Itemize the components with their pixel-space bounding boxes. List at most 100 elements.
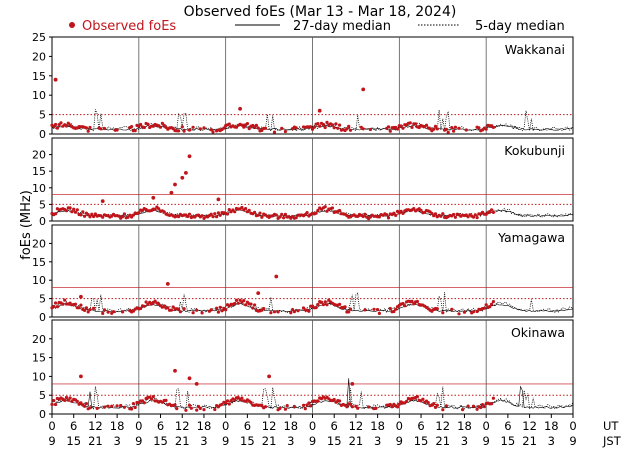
y-tick-label: 15 — [32, 352, 46, 365]
observed-point — [392, 211, 396, 215]
panel-yamagawa: 0 5 10 15 20 Yamagawa — [32, 224, 574, 324]
observed-point — [119, 403, 123, 408]
observed-point — [395, 127, 400, 131]
ut-tick-label: 0 — [569, 419, 576, 433]
observed-point — [162, 304, 166, 308]
observed-point — [325, 209, 329, 213]
observed-point — [209, 212, 213, 216]
observed-point — [151, 195, 156, 200]
observed-point — [338, 208, 342, 213]
observed-point — [471, 310, 476, 314]
observed-point — [301, 403, 306, 407]
observed-point — [79, 374, 83, 379]
observed-point — [240, 205, 244, 210]
legend: Observed foEs 27-day median 5-day median — [69, 19, 565, 34]
jst-tick-label: 9 — [396, 434, 403, 448]
jst-tick-label: 3 — [374, 434, 381, 448]
observed-point — [189, 406, 193, 410]
station-label: Yamagawa — [497, 230, 565, 245]
y-tick-label: 10 — [32, 89, 46, 102]
observed-point — [439, 214, 443, 218]
observed-point — [117, 214, 121, 218]
observed-point — [462, 310, 467, 314]
observed-point — [283, 212, 287, 216]
observed-point — [149, 397, 154, 401]
observed-point — [446, 130, 450, 134]
observed-point — [491, 210, 495, 214]
observed-point — [218, 305, 222, 309]
observed-point — [202, 408, 206, 412]
observed-point — [314, 306, 318, 310]
ut-tick-label: 12 — [435, 419, 450, 433]
observed-point — [372, 307, 376, 311]
observed-point — [410, 125, 414, 129]
observed-point — [244, 207, 248, 211]
observed-point — [225, 212, 230, 216]
y-tick-label: 0 — [39, 215, 46, 228]
observed-point — [452, 212, 456, 217]
y-tick-label: 20 — [32, 50, 46, 63]
observed-point — [278, 406, 282, 410]
observed-point — [131, 213, 135, 217]
observed-point — [368, 127, 372, 132]
observed-point — [111, 310, 116, 314]
observed-point — [321, 303, 325, 307]
observed-point — [256, 291, 261, 295]
ut-tick-label: 12 — [349, 419, 364, 433]
observed-point — [52, 304, 56, 309]
observed-point — [240, 123, 244, 127]
observed-point — [63, 298, 67, 302]
observed-point — [363, 212, 367, 216]
observed-point — [180, 125, 184, 129]
observed-point — [312, 125, 316, 129]
observed-point — [435, 127, 439, 131]
chart-title: Observed foEs (Mar 13 - Mar 18, 2024) — [184, 4, 457, 20]
y-tick-label: 25 — [32, 31, 46, 44]
observed-point — [390, 405, 394, 409]
observed-point — [186, 214, 190, 219]
observed-point — [317, 108, 322, 113]
observed-point — [122, 405, 126, 409]
observed-point — [200, 311, 204, 315]
observed-point — [272, 310, 277, 314]
observed-point — [253, 303, 257, 307]
observed-point — [254, 123, 258, 127]
observed-point — [464, 128, 468, 132]
observed-point — [84, 126, 88, 130]
observed-point — [213, 407, 217, 412]
observed-point — [92, 306, 96, 310]
ut-axis-label: UT — [603, 419, 619, 433]
observed-point — [83, 308, 87, 312]
observed-point — [260, 128, 264, 133]
observed-point — [294, 126, 298, 130]
observed-point — [195, 408, 199, 412]
jst-tick-label: 3 — [548, 434, 555, 448]
observed-point — [401, 126, 405, 130]
observed-point — [347, 124, 351, 128]
y-tick-label: 20 — [32, 237, 46, 250]
ut-tick-label: 6 — [157, 419, 164, 433]
observed-point — [173, 368, 177, 373]
observed-point — [453, 215, 457, 219]
observed-point — [75, 399, 79, 403]
observed-point — [424, 123, 429, 127]
ut-tick-label: 0 — [396, 419, 403, 433]
observed-point — [361, 214, 365, 219]
jst-tick-label: 9 — [309, 434, 316, 448]
observed-point — [435, 307, 439, 311]
observed-point — [225, 399, 230, 403]
observed-point — [220, 402, 224, 406]
observed-point — [466, 215, 470, 219]
observed-point — [162, 210, 166, 214]
observed-point — [72, 207, 76, 211]
observed-point — [321, 122, 325, 127]
observed-point — [55, 305, 60, 309]
observed-point — [142, 401, 146, 405]
observed-point — [453, 125, 457, 129]
observed-point — [121, 215, 125, 219]
jst-tick-label: 9 — [135, 434, 142, 448]
y-tick-label: 0 — [39, 128, 46, 141]
jst-tick-label: 3 — [113, 434, 120, 448]
observed-point — [330, 123, 334, 127]
observed-point — [249, 400, 253, 405]
